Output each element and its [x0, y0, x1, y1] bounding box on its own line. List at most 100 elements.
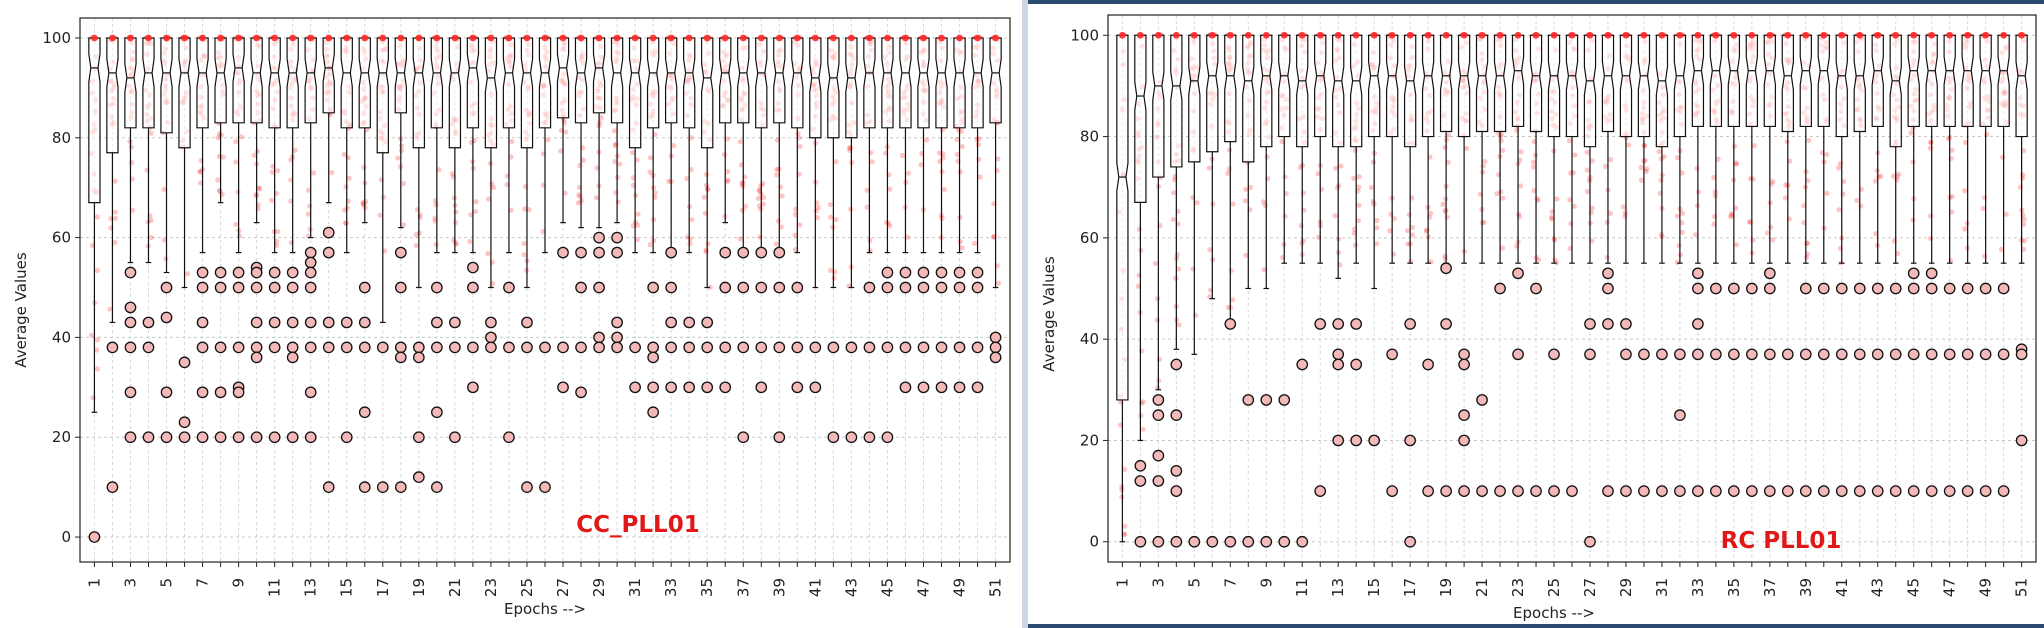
data-point — [1658, 177, 1664, 183]
data-point — [1927, 145, 1934, 151]
box-epoch-34 — [1709, 31, 1723, 497]
box-epoch-19 — [412, 34, 426, 484]
outlier-point — [1674, 485, 1686, 497]
box-epoch-2 — [106, 34, 119, 493]
outlier-point — [1350, 318, 1363, 330]
cap-point — [1154, 31, 1162, 39]
data-point — [2020, 246, 2027, 252]
outlier-point — [1943, 485, 1956, 497]
outlier-point — [611, 231, 623, 244]
outlier-point — [304, 246, 317, 259]
data-point — [792, 247, 798, 253]
outlier-point — [449, 431, 461, 444]
x-tick-label: 37 — [1761, 578, 1779, 597]
cap-point — [1244, 31, 1252, 39]
outlier-point — [899, 266, 912, 279]
outlier-point — [1835, 485, 1848, 497]
data-point — [1261, 267, 1267, 273]
box-body — [953, 37, 966, 129]
data-point — [1176, 322, 1182, 328]
data-point — [995, 280, 1002, 286]
outlier-point — [1799, 282, 1812, 295]
data-point — [630, 149, 636, 156]
data-point — [1770, 237, 1776, 243]
data-point — [94, 214, 100, 220]
cap-point — [1730, 31, 1738, 39]
box-epoch-30 — [1637, 31, 1651, 497]
outlier-point — [286, 351, 299, 364]
outlier-point — [1710, 348, 1722, 361]
outlier-point — [917, 341, 930, 354]
outlier-point — [214, 341, 227, 354]
outlier-point — [358, 341, 371, 354]
outlier-point — [1296, 358, 1309, 371]
data-point — [1480, 169, 1486, 175]
data-point — [1568, 220, 1574, 227]
data-point — [1442, 253, 1448, 259]
outlier-point — [376, 481, 389, 493]
data-point — [833, 159, 839, 165]
box-body — [1278, 34, 1291, 138]
cap-point — [1388, 31, 1396, 39]
outlier-point — [953, 266, 966, 279]
cap-point — [487, 34, 495, 42]
data-point — [594, 195, 600, 201]
data-point — [957, 238, 963, 245]
data-point — [1152, 260, 1159, 267]
x-axis-title: Epochs --> — [504, 600, 586, 618]
data-point — [1608, 156, 1614, 163]
data-point — [329, 170, 335, 176]
outlier-point — [1152, 409, 1165, 421]
box-body — [250, 37, 263, 124]
data-point — [1334, 185, 1341, 191]
outlier-point — [1170, 409, 1183, 421]
cap-point — [307, 34, 315, 42]
box-epoch-18 — [394, 34, 408, 493]
outlier-point — [1170, 485, 1183, 497]
outlier-point — [1638, 485, 1650, 497]
outlier-point — [809, 341, 822, 354]
data-point — [1210, 201, 1216, 207]
data-point — [1638, 164, 1644, 171]
outlier-point — [1422, 358, 1434, 371]
data-point — [1962, 226, 1968, 232]
outlier-point — [1476, 485, 1488, 497]
outlier-point — [1656, 348, 1668, 361]
cap-point — [1874, 31, 1882, 39]
outlier-point — [286, 316, 299, 329]
data-point — [112, 178, 118, 184]
cap-point — [1352, 31, 1360, 39]
data-point — [1517, 183, 1524, 189]
data-point — [1692, 232, 1699, 238]
box-epoch-6 — [178, 34, 191, 444]
outlier-point — [358, 316, 371, 329]
outlier-point — [431, 341, 443, 354]
data-point — [995, 156, 1001, 162]
data-point — [1194, 200, 1200, 206]
outlier-point — [1745, 282, 1758, 295]
data-point — [563, 129, 569, 135]
outlier-point — [1548, 485, 1560, 497]
data-point — [269, 197, 275, 203]
data-point — [107, 306, 113, 312]
box-epoch-11 — [1296, 31, 1309, 548]
data-point — [1589, 205, 1595, 211]
box-epoch-51 — [989, 34, 1002, 364]
outlier-point — [719, 246, 732, 259]
data-point — [1733, 242, 1740, 248]
data-point — [758, 183, 764, 189]
data-point — [472, 208, 479, 215]
data-point — [1171, 190, 1177, 196]
data-point — [684, 175, 690, 182]
outlier-point — [1871, 348, 1884, 361]
data-point — [1352, 147, 1358, 154]
outlier-point — [593, 331, 605, 344]
box-body — [1997, 34, 2010, 128]
x-tick-label: 33 — [662, 578, 680, 597]
cap-point — [1586, 31, 1594, 39]
data-point — [615, 199, 621, 205]
box-epoch-10 — [250, 34, 263, 444]
outlier-point — [611, 331, 623, 344]
box-body — [791, 37, 804, 129]
